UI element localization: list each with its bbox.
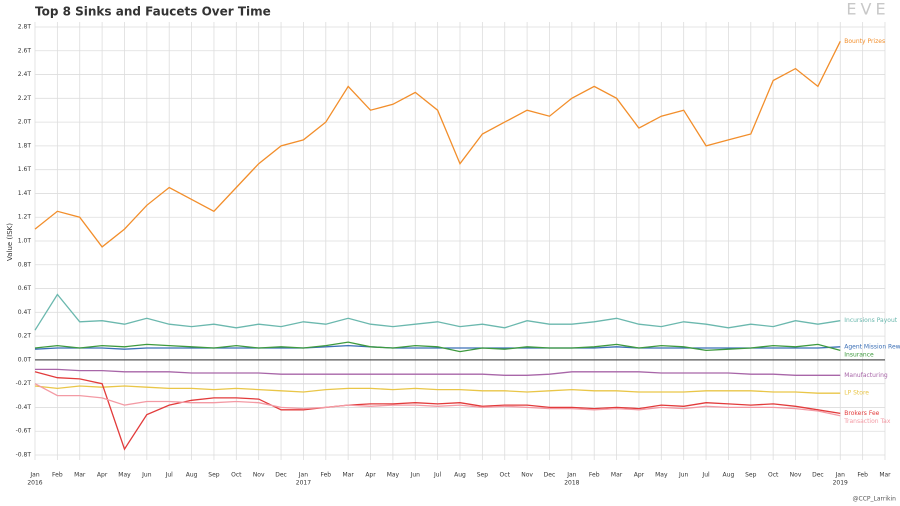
x-year-label: 2017 bbox=[296, 480, 311, 487]
logo: EVE bbox=[846, 0, 889, 19]
x-tick-label: May bbox=[387, 472, 400, 479]
credit: @CCP_Larrikin bbox=[853, 496, 897, 503]
x-tick-label: Mar bbox=[74, 472, 86, 479]
x-tick-label: Dec bbox=[544, 472, 556, 479]
x-tick-label: Sep bbox=[477, 472, 489, 479]
x-tick-label: Jun bbox=[141, 472, 152, 479]
y-tick-label: 2.2T bbox=[18, 95, 32, 102]
legend-label: Incursions Payout bbox=[844, 317, 897, 324]
x-tick-label: Apr bbox=[97, 472, 108, 479]
series-line bbox=[34, 293, 841, 331]
legend-label: Insurance bbox=[844, 351, 874, 358]
x-tick-label: Aug bbox=[186, 472, 198, 479]
y-tick-label: -0.8T bbox=[16, 452, 32, 459]
y-tick-label: 2.6T bbox=[18, 47, 32, 54]
x-tick-label: Jan bbox=[29, 472, 39, 479]
series-line bbox=[34, 344, 841, 350]
x-year-label: 2016 bbox=[27, 480, 42, 487]
x-tick-label: Jul bbox=[433, 472, 442, 479]
legend-label: Brokers Fee bbox=[844, 410, 879, 417]
series-line bbox=[34, 385, 841, 394]
x-tick-label: Mar bbox=[879, 472, 891, 479]
y-tick-label: 1.4T bbox=[18, 190, 32, 197]
series-line bbox=[34, 383, 841, 417]
x-tick-label: Dec bbox=[812, 472, 824, 479]
x-tick-label: May bbox=[118, 472, 131, 479]
chart-title: Top 8 Sinks and Faucets Over Time bbox=[35, 5, 271, 19]
legend-label: Manufacturing bbox=[844, 372, 888, 379]
series-line bbox=[34, 371, 841, 451]
series-line bbox=[34, 341, 841, 353]
y-tick-label: 0.4T bbox=[18, 309, 32, 316]
legend-label: LP Store bbox=[844, 390, 869, 397]
x-year-label: 2019 bbox=[833, 480, 848, 487]
x-tick-label: Jun bbox=[410, 472, 421, 479]
x-tick-label: Feb bbox=[857, 472, 868, 479]
y-tick-label: 1.8T bbox=[18, 142, 32, 149]
y-tick-label: 0.6T bbox=[18, 285, 32, 292]
y-tick-label: 0.8T bbox=[18, 261, 32, 268]
x-tick-label: Aug bbox=[723, 472, 735, 479]
x-tick-label: Feb bbox=[589, 472, 600, 479]
x-tick-label: Jun bbox=[678, 472, 689, 479]
x-tick-label: Mar bbox=[611, 472, 623, 479]
x-tick-label: Sep bbox=[745, 472, 757, 479]
series-line bbox=[35, 368, 841, 376]
y-tick-label: 1.0T bbox=[18, 238, 32, 245]
x-year-label: 2018 bbox=[564, 480, 579, 487]
x-tick-label: Mar bbox=[342, 472, 354, 479]
y-axis-label: Value (ISK) bbox=[6, 223, 14, 261]
x-tick-label: Nov bbox=[253, 472, 265, 479]
y-tick-label: -0.6T bbox=[16, 428, 32, 435]
y-tick-label: -0.4T bbox=[16, 404, 32, 411]
x-tick-label: May bbox=[655, 472, 668, 479]
y-tick-label: 2.0T bbox=[18, 119, 32, 126]
x-tick-label: Apr bbox=[634, 472, 645, 479]
y-tick-label: -0.2T bbox=[16, 380, 32, 387]
x-tick-label: Jan bbox=[566, 472, 576, 479]
x-tick-label: Dec bbox=[275, 472, 287, 479]
legend-label: Bounty Prizes bbox=[844, 38, 885, 45]
x-tick-label: Feb bbox=[320, 472, 331, 479]
x-tick-label: Jan bbox=[835, 472, 845, 479]
x-tick-label: Jul bbox=[165, 472, 174, 479]
x-tick-label: Jan bbox=[298, 472, 308, 479]
x-tick-label: Feb bbox=[52, 472, 63, 479]
x-tick-label: Nov bbox=[521, 472, 533, 479]
y-tick-label: 1.2T bbox=[18, 214, 32, 221]
x-tick-label: Nov bbox=[790, 472, 802, 479]
x-tick-label: Jul bbox=[701, 472, 710, 479]
y-tick-label: 0.0T bbox=[18, 356, 32, 363]
x-tick-label: Sep bbox=[208, 472, 220, 479]
y-tick-label: 0.2T bbox=[18, 333, 32, 340]
y-tick-label: 2.4T bbox=[18, 71, 32, 78]
legend-label: Agent Mission Rewards bbox=[844, 343, 900, 350]
x-tick-label: Oct bbox=[768, 472, 779, 479]
x-tick-label: Oct bbox=[231, 472, 242, 479]
x-tick-label: Oct bbox=[500, 472, 511, 479]
x-tick-label: Aug bbox=[454, 472, 466, 479]
y-tick-label: 2.8T bbox=[18, 24, 32, 31]
y-tick-label: 1.6T bbox=[18, 166, 32, 173]
x-tick-label: Apr bbox=[365, 472, 376, 479]
series-line bbox=[34, 41, 841, 248]
legend-label: Transaction Tax bbox=[843, 418, 891, 425]
